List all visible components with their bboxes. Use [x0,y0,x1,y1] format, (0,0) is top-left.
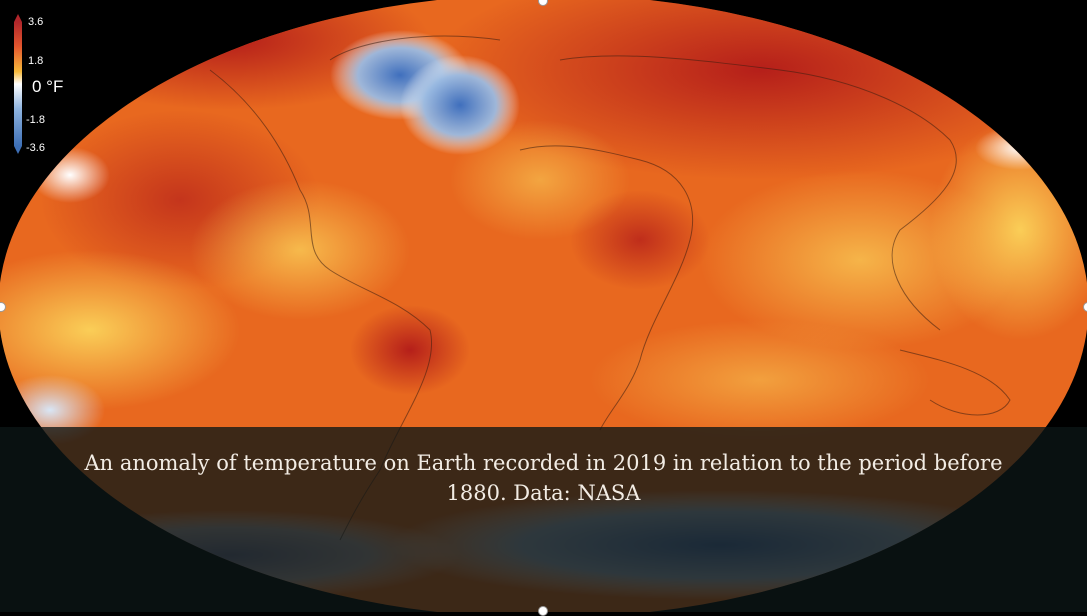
resize-handle-right[interactable] [1083,302,1087,312]
legend-tick-low: -1.8 [26,114,45,126]
legend-tick-min: -3.6 [26,142,45,154]
color-scale-legend: 3.6 1.8 0 °F -1.8 -3.6 [6,14,76,154]
resize-handle-bottom[interactable] [538,606,548,616]
legend-unit-label: 0 °F [32,77,64,96]
legend-arrow-down [14,146,22,154]
legend-tick-high: 1.8 [28,55,44,67]
legend-tick-max: 3.6 [28,16,44,28]
caption-overlay [0,427,1087,612]
resize-handle-left[interactable] [0,302,6,312]
legend-gradient-bar [14,22,22,146]
resize-handle-top[interactable] [538,0,548,6]
map-caption: An anomaly of temperature on Earth recor… [84,451,1003,505]
legend-arrow-up [14,14,22,22]
